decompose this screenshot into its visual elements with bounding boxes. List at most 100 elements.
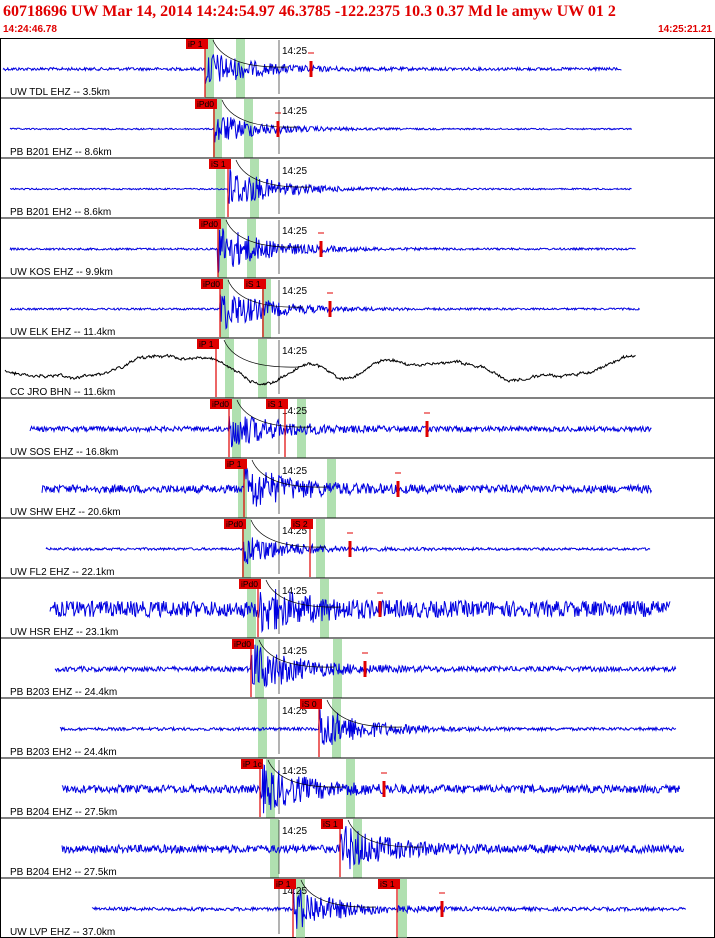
minute-label: 14:25 (282, 646, 307, 657)
trace-row: 14:25 iS 1 PB B204 EH2 -- 27.5km (0, 819, 715, 879)
pick-tag-label: iS 1 (268, 399, 283, 409)
minute-label: 14:25 (282, 586, 307, 597)
waveform-trace (29, 415, 652, 448)
pick-tag (232, 639, 254, 649)
waveform-trace (9, 294, 640, 330)
coda-curve (212, 39, 289, 68)
pick-tag (199, 219, 221, 229)
minute-label: 14:25 (282, 406, 307, 417)
coda-curve (225, 219, 302, 248)
minute-label: 14:25 (282, 526, 307, 537)
waveform-trace (9, 168, 632, 204)
pick-tag-label: iS 1 (211, 159, 226, 169)
phase-band (205, 39, 214, 98)
coda-curve (267, 759, 344, 788)
phase-band (262, 279, 271, 338)
pick-tag (209, 159, 231, 169)
phase-band (258, 339, 267, 398)
minute-label: 14:25 (282, 766, 307, 777)
trace-row: 14:25 iP 1 CC JRO BHN -- 11.6km (0, 339, 715, 399)
phase-band (332, 699, 341, 758)
pick-tag (225, 459, 247, 469)
pick-tag (266, 399, 288, 409)
pick-tag-label: iPd0 (241, 579, 258, 589)
phase-band (232, 399, 241, 458)
phase-band (216, 159, 225, 218)
trace-row: 14:25 iPd0 UW HSR EHZ -- 23.1km (0, 579, 715, 639)
station-label: PB B203 EHZ -- 24.4km (10, 687, 117, 698)
phase-band (225, 339, 234, 398)
waveform-trace (9, 117, 633, 143)
phase-band (333, 639, 342, 698)
pick-tag (244, 279, 266, 289)
station-label: PB B204 EHZ -- 27.5km (10, 807, 117, 818)
phase-band (242, 519, 251, 578)
pick-tag-label: iPd0 (234, 639, 251, 649)
coda-curve (258, 639, 335, 668)
pick-tag-label: iS 1 (246, 279, 261, 289)
station-label: UW TDL EHZ -- 3.5km (10, 87, 110, 98)
coda-curve (250, 519, 327, 548)
minute-label: 14:25 (282, 286, 307, 297)
phase-band (247, 219, 256, 278)
pick-tag-label: iP 1 (199, 339, 214, 349)
minute-label: 14:25 (282, 106, 307, 117)
pick-tag (274, 879, 296, 889)
minute-label: 14:25 (282, 166, 307, 177)
station-label: PB B201 EH2 -- 8.6km (10, 207, 111, 218)
station-label: UW HSR EHZ -- 23.1km (10, 627, 118, 638)
waveform-trace (4, 353, 636, 386)
pick-tag (210, 399, 232, 409)
minute-label: 14:25 (282, 706, 307, 717)
trace-row: 14:25 iPd0 PB B203 EHZ -- 24.4km (0, 639, 715, 699)
pick-tag (224, 519, 246, 529)
phase-band (238, 459, 247, 518)
waveform-trace (9, 228, 636, 274)
pick-tag-label: iPd0 (203, 279, 220, 289)
window-start-time: 14:24:46.78 (3, 24, 57, 35)
coda-curve (223, 339, 300, 368)
pick-tag-label: iPd0 (197, 99, 214, 109)
coda-curve (300, 879, 377, 908)
trace-row: 14:25 iPd0 iS 2 UW FL2 EHZ -- 22.1km (0, 519, 715, 579)
pick-tag-label: iS 2 (293, 519, 308, 529)
coda-curve (235, 159, 312, 188)
coda-curve (326, 699, 403, 728)
pick-tag (300, 699, 322, 709)
event-title: 60718696 UW Mar 14, 2014 14:24:54.97 46.… (3, 3, 616, 20)
minute-label: 14:25 (282, 46, 307, 57)
pick-tag (197, 339, 219, 349)
trace-row: 14:25 iP 1 UW SHW EHZ -- 20.6km (0, 459, 715, 519)
pick-tag-label: iPd0 (212, 399, 229, 409)
trace-row: 14:25 iP 1 UW TDL EHZ -- 3.5km (0, 39, 715, 99)
pick-tag-label: iP 1 (276, 879, 291, 889)
record-header: 60718696 UW Mar 14, 2014 14:24:54.97 46.… (0, 0, 715, 38)
coda-curve (347, 819, 424, 848)
waveform-trace (91, 887, 687, 929)
pick-tag (378, 879, 400, 889)
phase-band (236, 39, 245, 98)
window-end-time: 14:25:21.21 (658, 24, 712, 35)
pick-tag-label: iP 1c (243, 759, 262, 769)
pick-tag-label: iP 1 (188, 39, 203, 49)
waveform-trace (59, 709, 677, 745)
station-label: PB B203 EH2 -- 24.4km (10, 747, 117, 758)
minute-label: 14:25 (282, 346, 307, 357)
pick-tag-label: iS 1 (380, 879, 395, 889)
trace-row: 14:25 iPd0 PB B201 EHZ -- 8.6km (0, 99, 715, 159)
waveform-trace (49, 588, 671, 634)
station-label: UW SOS EHZ -- 16.8km (10, 447, 118, 458)
pick-tag (195, 99, 217, 109)
phase-band (247, 579, 256, 638)
coda-curve (265, 579, 342, 608)
station-label: UW ELK EHZ -- 11.4km (10, 327, 115, 338)
minute-label: 14:25 (282, 226, 307, 237)
station-label: UW KOS EHZ -- 9.9km (10, 267, 113, 278)
phase-band (250, 159, 259, 218)
pick-tag (291, 519, 313, 529)
waveform-trace (45, 537, 651, 565)
trace-row: 14:25 iPd0 iS 1 UW ELK EHZ -- 11.4km (0, 279, 715, 339)
coda-curve (221, 99, 298, 128)
station-label: PB B204 EH2 -- 27.5km (10, 867, 117, 878)
